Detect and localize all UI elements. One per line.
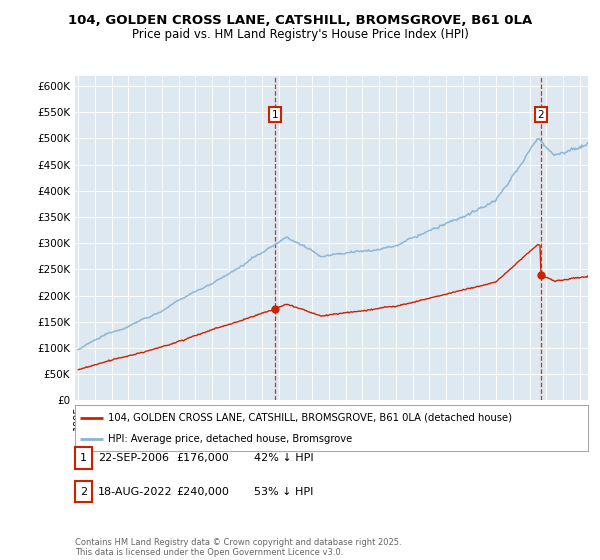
Text: HPI: Average price, detached house, Bromsgrove: HPI: Average price, detached house, Brom…	[109, 435, 353, 444]
Text: 2: 2	[80, 487, 87, 497]
Text: 42% ↓ HPI: 42% ↓ HPI	[254, 453, 313, 463]
Text: 104, GOLDEN CROSS LANE, CATSHILL, BROMSGROVE, B61 0LA: 104, GOLDEN CROSS LANE, CATSHILL, BROMSG…	[68, 14, 532, 27]
Text: 104, GOLDEN CROSS LANE, CATSHILL, BROMSGROVE, B61 0LA (detached house): 104, GOLDEN CROSS LANE, CATSHILL, BROMSG…	[109, 413, 512, 423]
Text: 22-SEP-2006: 22-SEP-2006	[98, 453, 169, 463]
Text: 2: 2	[538, 110, 544, 120]
Text: Contains HM Land Registry data © Crown copyright and database right 2025.
This d: Contains HM Land Registry data © Crown c…	[75, 538, 401, 557]
Text: £176,000: £176,000	[176, 453, 229, 463]
Text: 1: 1	[271, 110, 278, 120]
Text: 1: 1	[80, 453, 87, 463]
Text: 18-AUG-2022: 18-AUG-2022	[98, 487, 172, 497]
Text: Price paid vs. HM Land Registry's House Price Index (HPI): Price paid vs. HM Land Registry's House …	[131, 28, 469, 41]
Text: £240,000: £240,000	[176, 487, 229, 497]
Text: 53% ↓ HPI: 53% ↓ HPI	[254, 487, 313, 497]
